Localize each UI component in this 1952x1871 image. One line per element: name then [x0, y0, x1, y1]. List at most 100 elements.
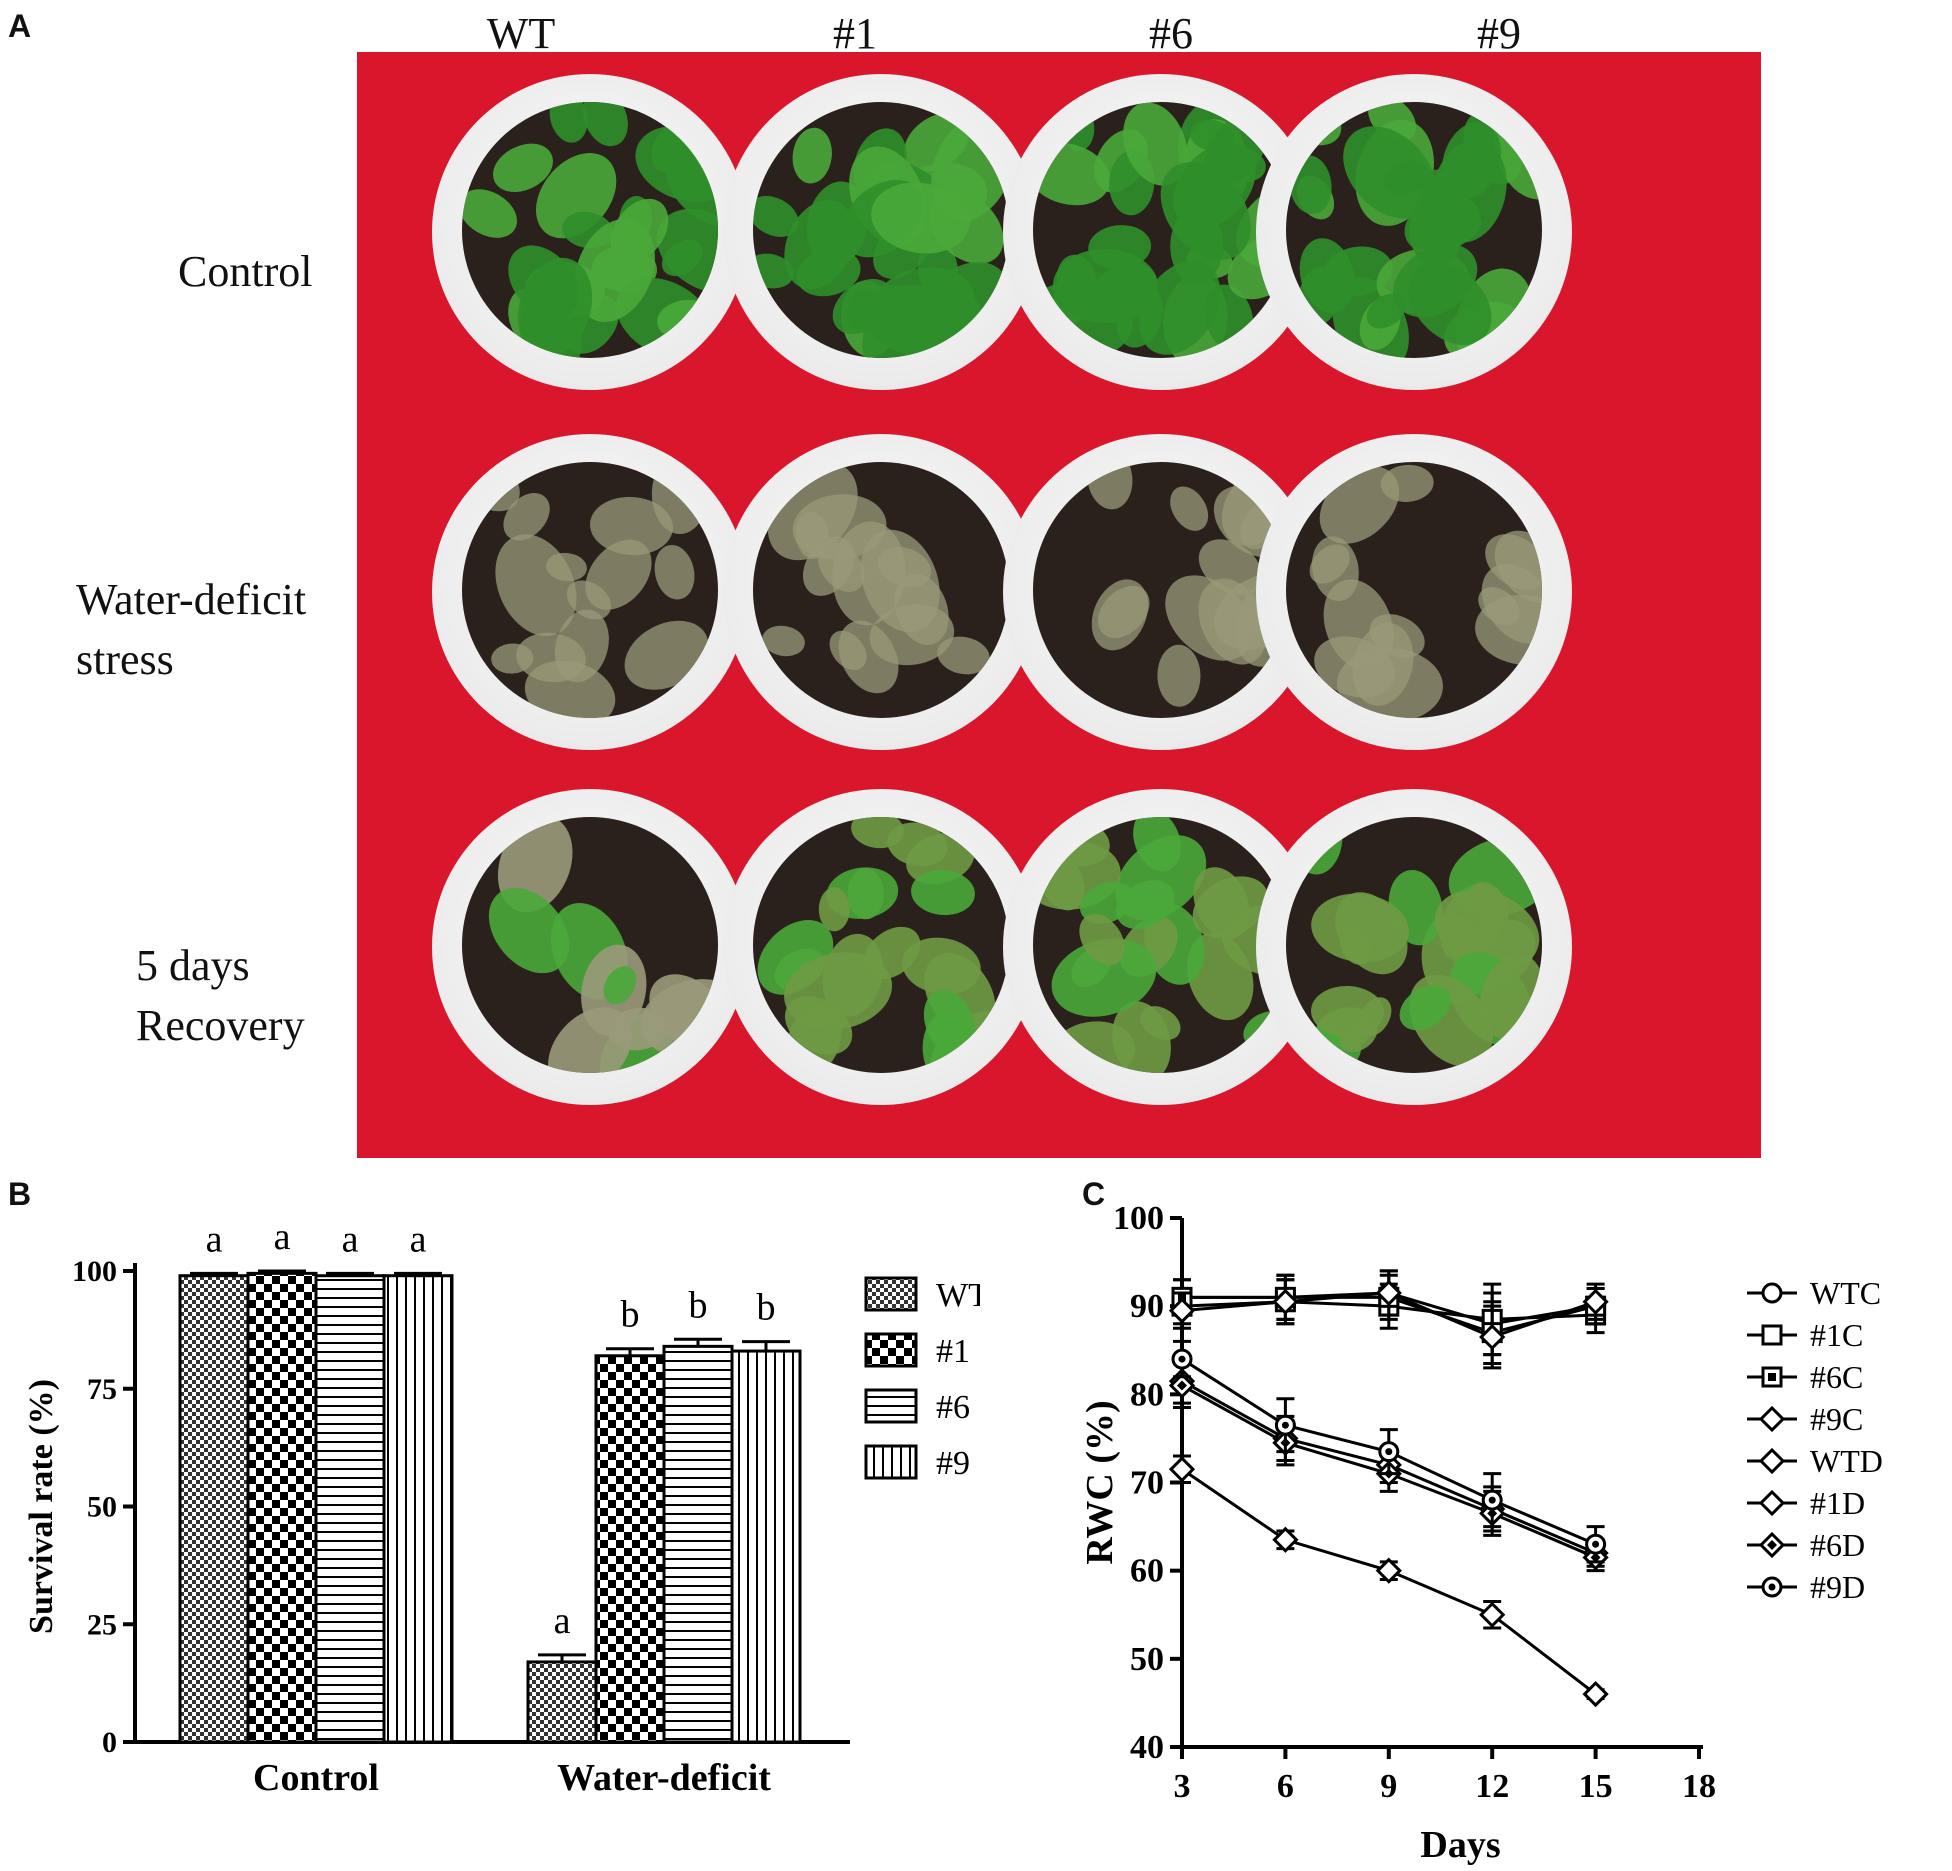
pot-stressed-4 — [1256, 434, 1572, 750]
legend-label: WT — [936, 1277, 980, 1314]
panel-c-letter: C — [1082, 1176, 1106, 1212]
legend-label: #6 — [936, 1389, 970, 1426]
legend-label: WTD — [1810, 1443, 1883, 1479]
legend-label: #9D — [1810, 1569, 1865, 1605]
data-point-#9D-dot — [1592, 1540, 1600, 1548]
pot-healthy-4 — [1256, 74, 1572, 390]
pot-soil — [753, 102, 1009, 358]
y-tick-label: 50 — [1130, 1641, 1164, 1678]
column-label-6: #6 — [1149, 9, 1193, 58]
legend-swatch — [864, 1444, 918, 1480]
significance-letter: b — [757, 1287, 776, 1329]
pot-healthy-1 — [432, 74, 748, 390]
y-tick-label: 40 — [1130, 1729, 1164, 1766]
data-point-#9D-dot — [1178, 1355, 1186, 1363]
y-tick-label: 50 — [87, 1491, 117, 1524]
x-tick-label: 18 — [1682, 1768, 1716, 1805]
legend-label: #1 — [936, 1333, 970, 1370]
pot-soil — [1033, 462, 1289, 718]
pot-healthy-3 — [1003, 74, 1319, 390]
pot-healthy-2 — [723, 74, 1039, 390]
x-axis-label: Days — [1420, 1824, 1500, 1866]
data-point-#9D-dot — [1488, 1496, 1496, 1504]
y-tick-label: 0 — [102, 1726, 117, 1759]
data-point-WTD — [1168, 1456, 1196, 1483]
data-point-#9C — [1375, 1279, 1402, 1307]
leaf — [1162, 479, 1216, 538]
legend-label: #6D — [1810, 1527, 1865, 1563]
legend-swatch — [864, 1332, 918, 1368]
x-category-label: Control — [253, 1757, 379, 1799]
legend-marker-#1D — [1758, 1489, 1786, 1517]
row-label-control: Control — [178, 247, 313, 296]
significance-letter: a — [274, 1216, 291, 1258]
panel-b-letter: B — [8, 1176, 32, 1212]
data-point-WTD — [1582, 1680, 1609, 1708]
pot-soil — [462, 462, 718, 718]
legend-label: #9C — [1810, 1401, 1863, 1437]
legend-marker-#9D-dot — [1768, 1583, 1776, 1591]
y-tick-label: 70 — [1130, 1465, 1164, 1502]
bar-#6 — [662, 1344, 734, 1744]
pot-soil — [1286, 817, 1542, 1073]
legend-label: #1D — [1810, 1485, 1865, 1521]
x-tick-label: 6 — [1277, 1768, 1294, 1805]
leaf — [1156, 644, 1201, 708]
bar-#1 — [246, 1271, 318, 1744]
y-tick-label: 100 — [1113, 1200, 1164, 1237]
leaf — [1286, 102, 1350, 155]
y-tick-label: 100 — [72, 1255, 117, 1288]
x-tick-label: 12 — [1475, 1768, 1509, 1805]
x-tick-label: 15 — [1579, 1768, 1613, 1805]
x-tick-label: 3 — [1174, 1768, 1191, 1805]
y-tick-label: 60 — [1130, 1553, 1164, 1590]
row-label-recovery: 5 days Recovery — [136, 941, 305, 1050]
pot-soil — [1286, 462, 1542, 718]
column-label-wt: WT — [486, 9, 556, 58]
significance-letter: a — [410, 1218, 427, 1260]
y-tick-label: 75 — [87, 1373, 117, 1406]
data-point-WTD — [1272, 1526, 1299, 1553]
significance-letter: a — [554, 1600, 571, 1642]
leaf — [1290, 817, 1345, 877]
legend-marker-#6D-dot — [1767, 1540, 1777, 1550]
leaf — [1083, 462, 1137, 512]
pot-stressed-1 — [432, 434, 748, 750]
y-axis-label: Survival rate (%) — [23, 1379, 60, 1634]
data-point-WTD — [1375, 1557, 1402, 1584]
y-tick-label: 80 — [1130, 1376, 1164, 1413]
data-point-#6D-dot — [1177, 1380, 1187, 1391]
significance-letter: b — [621, 1294, 640, 1336]
significance-letter: a — [206, 1218, 223, 1260]
legend-marker-#9C — [1758, 1405, 1786, 1433]
data-point-#9C — [1479, 1323, 1506, 1351]
pot-soil — [1033, 817, 1289, 1073]
leaf — [819, 887, 851, 932]
legend-marker-WTD — [1758, 1447, 1786, 1475]
bar-#9 — [730, 1349, 802, 1744]
data-point-#9C — [1272, 1288, 1299, 1315]
legend-marker-WTC — [1761, 1282, 1783, 1304]
pot-soil — [753, 817, 1009, 1073]
significance-letter: a — [342, 1218, 359, 1260]
pot-soil — [1286, 102, 1542, 358]
leaf — [789, 125, 836, 186]
data-point-#9C — [1582, 1288, 1609, 1315]
data-point-#9D-dot — [1281, 1421, 1289, 1429]
row-label-water-deficit: Water-deficit stress — [76, 575, 307, 684]
y-tick-label: 25 — [87, 1608, 117, 1641]
pot-recovery-1 — [432, 789, 748, 1105]
data-point-#9C — [1168, 1297, 1196, 1324]
legend-label: WTC — [1810, 1275, 1881, 1311]
pot-stressed-2 — [723, 434, 1039, 750]
bar-#1 — [594, 1354, 666, 1744]
leaf — [612, 606, 718, 704]
data-point-WTD — [1479, 1601, 1506, 1628]
leaf — [544, 102, 593, 147]
bar-WT — [178, 1274, 250, 1744]
significance-letter: b — [689, 1284, 708, 1326]
data-point-#9D-dot — [1385, 1448, 1393, 1456]
legend-swatch — [864, 1276, 918, 1312]
legend-label: #1C — [1810, 1317, 1863, 1353]
